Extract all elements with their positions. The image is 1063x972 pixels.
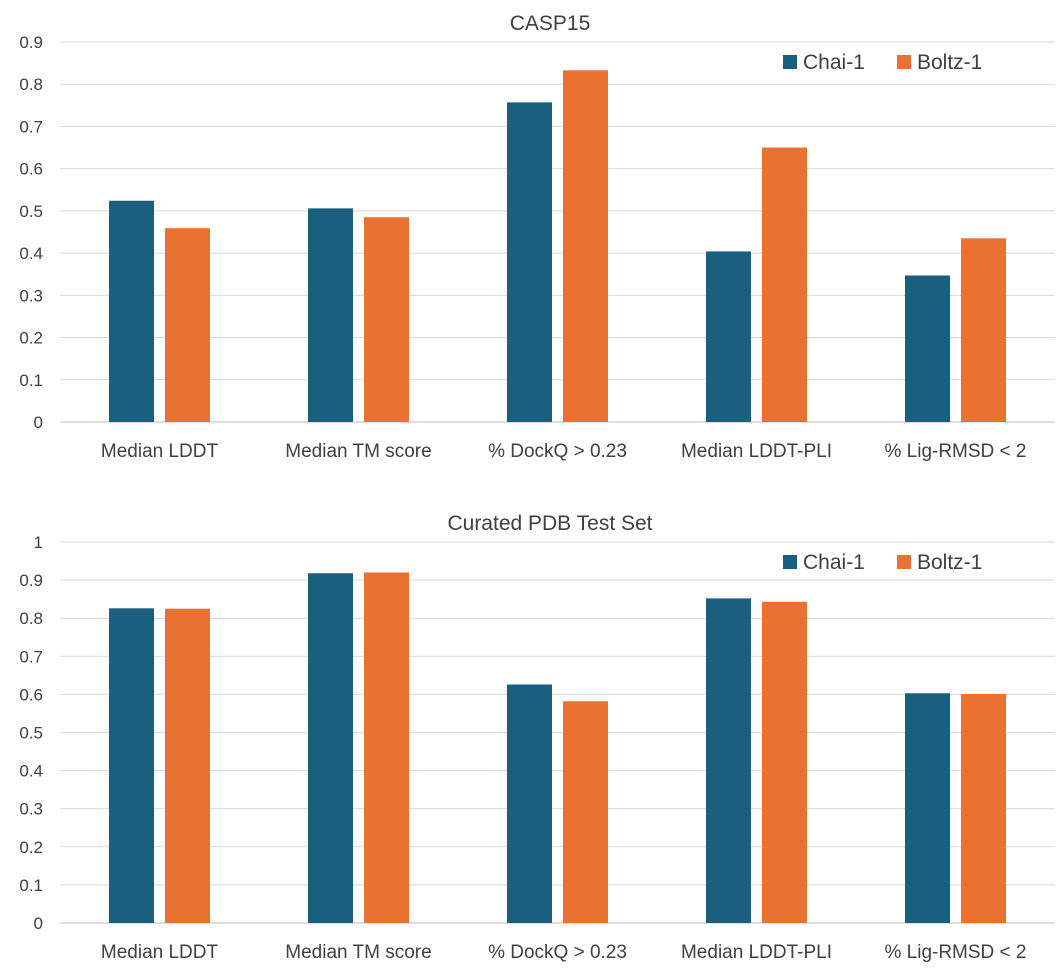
y-tick-label: 0.6 <box>19 685 43 704</box>
legend-swatch-chai-1 <box>783 55 797 69</box>
legend-label-chai-1: Chai-1 <box>803 51 865 74</box>
legend-swatch-chai-1 <box>783 555 797 569</box>
bar-chai-1-3 <box>507 102 552 422</box>
x-tick-label: Median TM score <box>285 942 431 963</box>
y-tick-label: 0.8 <box>19 75 43 94</box>
y-tick-label: 0.5 <box>19 724 43 743</box>
y-tick-label: 1 <box>34 533 43 552</box>
y-tick-label: 0 <box>34 413 43 432</box>
curated-pdb-chart: Curated PDB Test Set Chai-1 Boltz-1 0 0.1… <box>19 512 1055 963</box>
x-tick-label: % DockQ > 0.23 <box>488 942 627 963</box>
bar-chai-1-2 <box>308 208 353 422</box>
legend-swatch-boltz-1 <box>897 555 911 569</box>
legend-label-boltz-1: Boltz-1 <box>917 551 982 574</box>
legend: Chai-1 Boltz-1 <box>783 551 982 574</box>
chart-title: Curated PDB Test Set <box>447 512 652 535</box>
y-tick-label: 0.5 <box>19 202 43 221</box>
x-tick-label: % Lig-RMSD < 2 <box>884 441 1026 462</box>
x-tick-label: % Lig-RMSD < 2 <box>884 942 1026 963</box>
y-tick-label: 0.3 <box>19 800 43 819</box>
casp15-chart: CASP15 Chai-1 Boltz-1 0 0.1 0.2 0.3 0.4 0.5 0.… <box>19 12 1055 462</box>
bar-chai-1-5 <box>905 275 950 422</box>
x-tick-label: Median LDDT <box>101 441 219 462</box>
legend-label-chai-1: Chai-1 <box>803 551 865 574</box>
legend-label-boltz-1: Boltz-1 <box>917 51 982 74</box>
bar-boltz-1-4 <box>762 601 807 923</box>
bar-chai-1-4 <box>706 251 751 422</box>
y-tick-label: 0.1 <box>19 371 43 390</box>
bar-boltz-1-2 <box>364 572 409 923</box>
bar-boltz-1-3 <box>563 70 608 423</box>
y-tick-label: 0.8 <box>19 609 43 628</box>
y-tick-label: 0.4 <box>19 244 43 263</box>
y-tick-label: 0.9 <box>19 33 43 52</box>
y-tick-label: 0.7 <box>19 117 43 136</box>
y-tick-label: 0.4 <box>19 762 43 781</box>
bar-boltz-1-1 <box>165 608 210 923</box>
x-tick-label: Median LDDT-PLI <box>681 942 832 963</box>
y-tick-label: 0.9 <box>19 571 43 590</box>
y-tick-label: 0.3 <box>19 286 43 305</box>
y-tick-label: 0 <box>34 914 43 933</box>
bar-boltz-1-1 <box>165 228 210 422</box>
y-tick-label: 0.6 <box>19 160 43 179</box>
chart-title: CASP15 <box>510 12 591 35</box>
bar-chai-1-1 <box>109 200 154 422</box>
y-tick-label: 0.2 <box>19 838 43 857</box>
x-tick-label: % DockQ > 0.23 <box>488 441 627 462</box>
plot-area: 0 0.1 0.2 0.3 0.4 0.5 0.6 0.7 0.8 0.9 1 Median LDDT… <box>19 533 1055 963</box>
bar-boltz-1-5 <box>961 238 1006 422</box>
plot-area: 0 0.1 0.2 0.3 0.4 0.5 0.6 0.7 0.8 0.9 Median LDDT M… <box>19 33 1055 462</box>
bar-boltz-1-2 <box>364 217 409 422</box>
y-tick-label: 0.2 <box>19 329 43 348</box>
x-tick-label: Median TM score <box>285 441 431 462</box>
bar-chai-1-1 <box>109 608 154 923</box>
bar-boltz-1-4 <box>762 147 807 423</box>
y-tick-label: 0.1 <box>19 876 43 895</box>
bar-chai-1-3 <box>507 684 552 923</box>
x-tick-label: Median LDDT-PLI <box>681 441 832 462</box>
bar-chai-1-4 <box>706 598 751 923</box>
bar-boltz-1-5 <box>961 694 1006 923</box>
bar-boltz-1-3 <box>563 701 608 923</box>
y-tick-label: 0.7 <box>19 647 43 666</box>
legend: Chai-1 Boltz-1 <box>783 51 982 74</box>
legend-swatch-boltz-1 <box>897 55 911 69</box>
bar-chai-1-5 <box>905 693 950 923</box>
x-tick-label: Median LDDT <box>101 942 219 963</box>
bar-chai-1-2 <box>308 573 353 923</box>
